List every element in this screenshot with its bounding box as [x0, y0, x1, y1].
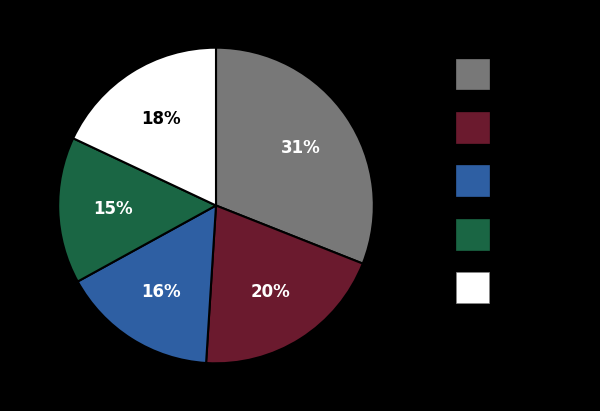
- Text: 15%: 15%: [94, 200, 133, 218]
- Text: 16%: 16%: [141, 283, 181, 301]
- Text: 20%: 20%: [251, 283, 291, 301]
- Wedge shape: [58, 139, 216, 282]
- Wedge shape: [206, 206, 363, 363]
- Wedge shape: [216, 48, 374, 263]
- Wedge shape: [73, 48, 216, 206]
- Text: 31%: 31%: [281, 139, 321, 157]
- Text: 18%: 18%: [141, 110, 181, 128]
- Wedge shape: [77, 206, 216, 363]
